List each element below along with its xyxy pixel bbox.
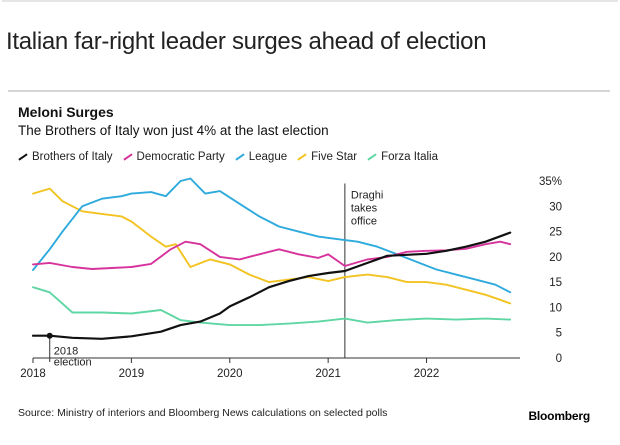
series-line-forza-italia bbox=[32, 286, 512, 327]
x-tick-label: 2019 bbox=[119, 368, 145, 380]
chart-panel bbox=[8, 90, 610, 440]
headline: Italian far-right leader surges ahead of… bbox=[6, 28, 487, 55]
series-line-democratic-party bbox=[32, 240, 512, 270]
series-line-brothers-of-italy bbox=[31, 231, 512, 340]
y-tick-label: 35% bbox=[539, 176, 562, 188]
top-divider bbox=[2, 0, 618, 2]
legend-item-4: Forza Italia bbox=[367, 151, 438, 163]
y-tick-label: 15 bbox=[549, 277, 562, 289]
legend-item-1: Democratic Party bbox=[122, 151, 225, 163]
legend-label: Forza Italia bbox=[381, 151, 439, 163]
series-line-league bbox=[32, 177, 512, 294]
chart-subtitle: The Brothers of Italy won just 4% at the… bbox=[18, 123, 329, 138]
x-tick-label: 2021 bbox=[315, 368, 341, 380]
x-tick-label: 2018 bbox=[20, 368, 46, 380]
y-tick-label: 0 bbox=[556, 353, 562, 365]
brand-logo: Bloomberg bbox=[528, 409, 590, 423]
legend-label: Democratic Party bbox=[136, 151, 225, 163]
x-tick-label: 2020 bbox=[217, 368, 243, 380]
series-line-five-star bbox=[32, 187, 512, 305]
y-tick-label: 20 bbox=[549, 252, 562, 264]
legend-label: League bbox=[248, 151, 288, 163]
annotation-draghi: Draghi takes office bbox=[351, 190, 383, 228]
legend-item-0: Brothers of Italy bbox=[18, 151, 113, 163]
legend: Brothers of Italy Democratic Party League F… bbox=[18, 151, 438, 163]
y-tick-label: 5 bbox=[556, 328, 562, 340]
x-tick-label: 2022 bbox=[414, 368, 440, 380]
y-tick-label: 25 bbox=[549, 227, 562, 239]
legend-item-3: Five Star bbox=[297, 151, 357, 163]
chart-title: Meloni Surges bbox=[18, 104, 114, 120]
y-tick-label: 10 bbox=[549, 302, 562, 314]
annotation-election: 2018 election bbox=[54, 346, 92, 369]
legend-label: Brothers of Italy bbox=[32, 151, 113, 163]
source-note: Source: Ministry of interiors and Bloomb… bbox=[18, 407, 388, 419]
legend-item-2: League bbox=[235, 151, 287, 163]
legend-label: Five Star bbox=[311, 151, 358, 163]
y-tick-label: 30 bbox=[549, 201, 562, 213]
